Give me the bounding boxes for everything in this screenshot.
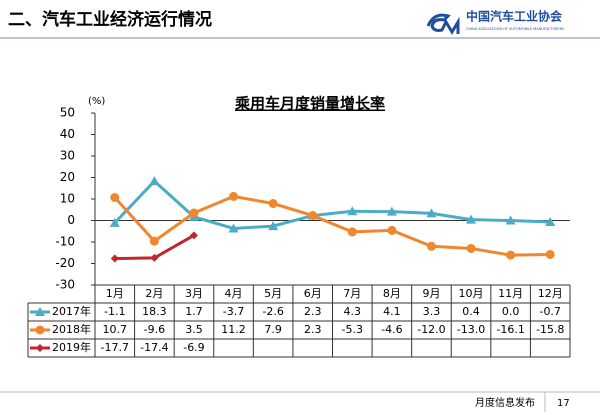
legend-marker (35, 307, 45, 316)
marker (189, 208, 199, 218)
marker (149, 236, 159, 246)
marker (110, 192, 120, 202)
logo-text: 中国汽车工业协会 (466, 9, 563, 24)
y-tick-label: 30 (60, 149, 75, 163)
x-tick-label: 10月 (459, 287, 484, 300)
x-tick-label: 6月 (304, 287, 322, 300)
x-tick-label: 11月 (498, 287, 523, 300)
legend-label: 2017年 (52, 304, 91, 318)
marker (347, 227, 357, 237)
marker (545, 217, 556, 227)
value-label: 2.3 (304, 305, 322, 318)
legend-label: 2019年 (52, 340, 91, 354)
y-tick-label: -10 (55, 235, 75, 249)
marker (149, 176, 160, 186)
marker (268, 199, 278, 209)
marker (308, 211, 318, 221)
marker (109, 217, 120, 227)
x-tick-label: 7月 (343, 287, 361, 300)
series-line (113, 194, 551, 257)
x-tick-label: 3月 (185, 287, 203, 300)
y-tick-label: 10 (60, 192, 75, 206)
value-label: -4.6 (381, 323, 402, 336)
marker (545, 249, 555, 259)
legend-marker (36, 344, 44, 352)
value-label: 3.3 (423, 305, 441, 318)
value-label: 4.3 (344, 305, 362, 318)
marker (505, 215, 516, 225)
value-label: -17.7 (101, 341, 129, 354)
marker (466, 214, 477, 224)
value-label: -3.7 (223, 305, 244, 318)
value-label: -15.8 (536, 323, 564, 336)
logo-subtext: CHINA ASSOCIATION OF AUTOMOBILE MANUFACT… (466, 27, 565, 31)
legend-label: 2018年 (52, 322, 91, 336)
x-tick-label: 2月 (145, 287, 163, 300)
legend-marker (35, 325, 45, 335)
value-label: 0.0 (502, 305, 520, 318)
y-tick-label: 0 (67, 213, 75, 227)
marker (387, 225, 397, 235)
value-label: 3.5 (185, 323, 203, 336)
value-label: -13.0 (457, 323, 485, 336)
x-tick-label: 5月 (264, 287, 282, 300)
value-label: -12.0 (417, 323, 445, 336)
x-tick-label: 12月 (538, 287, 563, 300)
footer-label: 月度信息发布 (475, 396, 535, 409)
value-label: 2.3 (304, 323, 322, 336)
marker (110, 254, 119, 263)
marker (426, 241, 436, 251)
x-tick-label: 1月 (106, 287, 124, 300)
value-label: 0.4 (462, 305, 480, 318)
value-label: 4.1 (383, 305, 401, 318)
y-unit: (%) (88, 96, 105, 107)
value-label: 11.2 (221, 323, 246, 336)
marker (150, 253, 159, 262)
marker (228, 223, 239, 233)
logo-icon (426, 13, 460, 35)
value-label: 1.7 (185, 305, 203, 318)
page-number: 17 (557, 398, 570, 409)
value-label: -1.1 (104, 305, 125, 318)
value-label: -16.1 (496, 323, 524, 336)
marker (426, 208, 437, 218)
value-label: -5.3 (342, 323, 363, 336)
value-label: -9.6 (144, 323, 165, 336)
y-tick-label: -30 (55, 278, 75, 292)
marker (229, 191, 239, 201)
value-label: 10.7 (103, 323, 128, 336)
marker (466, 243, 476, 253)
y-tick-label: 50 (60, 106, 75, 120)
marker (268, 221, 279, 231)
header-title: 二、汽车工业经济运行情况 (8, 9, 212, 30)
marker (189, 231, 198, 240)
marker (506, 250, 516, 260)
y-tick-label: 40 (60, 127, 75, 141)
series-line (113, 179, 551, 230)
value-label: -6.9 (183, 341, 204, 354)
value-label: 7.9 (264, 323, 282, 336)
marker (347, 206, 358, 216)
value-label: 18.3 (142, 305, 167, 318)
marker (386, 206, 397, 216)
y-tick-label: 20 (60, 170, 75, 184)
value-label: -17.4 (140, 341, 168, 354)
chart-title: 乘用车月度销量增长率 (234, 95, 385, 113)
value-label: -0.7 (539, 305, 560, 318)
x-tick-label: 8月 (383, 287, 401, 300)
x-tick-label: 4月 (225, 287, 243, 300)
value-label: -2.6 (262, 305, 283, 318)
y-tick-label: -20 (55, 256, 75, 270)
x-tick-label: 9月 (422, 287, 440, 300)
